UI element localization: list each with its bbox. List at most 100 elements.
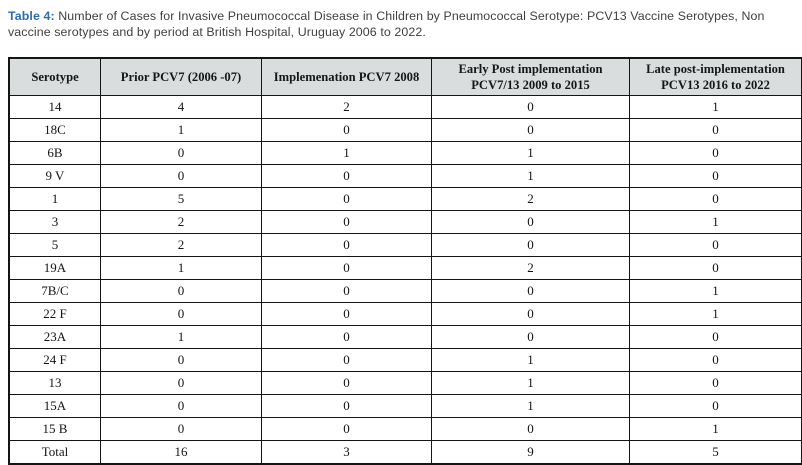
serotype-cell: Total xyxy=(9,441,101,465)
count-cell: 0 xyxy=(262,303,432,326)
count-cell: 1 xyxy=(630,96,802,119)
count-cell: 0 xyxy=(101,142,262,165)
count-cell: 1 xyxy=(101,257,262,280)
count-cell: 0 xyxy=(101,349,262,372)
count-cell: 2 xyxy=(432,257,630,280)
count-cell: 0 xyxy=(630,395,802,418)
count-cell: 0 xyxy=(432,234,630,257)
column-header-0: Serotype xyxy=(9,58,101,96)
count-cell: 1 xyxy=(432,349,630,372)
count-cell: 0 xyxy=(101,372,262,395)
count-cell: 1 xyxy=(630,418,802,441)
serotype-cell: 22 F xyxy=(9,303,101,326)
count-cell: 1 xyxy=(432,395,630,418)
serotype-cell: 19A xyxy=(9,257,101,280)
count-cell: 0 xyxy=(630,165,802,188)
count-cell: 0 xyxy=(262,257,432,280)
count-cell: 0 xyxy=(262,188,432,211)
count-cell: 0 xyxy=(101,395,262,418)
count-cell: 16 xyxy=(101,441,262,465)
serotype-cell: 14 xyxy=(9,96,101,119)
count-cell: 0 xyxy=(432,96,630,119)
table-caption-text: Number of Cases for Invasive Pneumococca… xyxy=(8,9,765,39)
count-cell: 4 xyxy=(101,96,262,119)
count-cell: 1 xyxy=(630,211,802,234)
count-cell: 0 xyxy=(101,418,262,441)
count-cell: 0 xyxy=(630,119,802,142)
serotype-cell: 7B/C xyxy=(9,280,101,303)
count-cell: 2 xyxy=(432,188,630,211)
serotype-cell: 18C xyxy=(9,119,101,142)
serotype-cell: 23A xyxy=(9,326,101,349)
column-header-2: Implemenation PCV7 2008 xyxy=(262,58,432,96)
count-cell: 0 xyxy=(630,326,802,349)
serotype-cell: 3 xyxy=(9,211,101,234)
serotype-cell: 15A xyxy=(9,395,101,418)
column-header-3: Early Post implementation PCV7/13 2009 t… xyxy=(432,58,630,96)
column-header-4: Late post-implementation PCV13 2016 to 2… xyxy=(630,58,802,96)
serotype-cell: 9 V xyxy=(9,165,101,188)
count-cell: 1 xyxy=(432,142,630,165)
count-cell: 0 xyxy=(630,188,802,211)
count-cell: 0 xyxy=(630,142,802,165)
count-cell: 3 xyxy=(262,441,432,465)
count-cell: 0 xyxy=(262,211,432,234)
count-cell: 0 xyxy=(432,418,630,441)
serotype-cell: 15 B xyxy=(9,418,101,441)
count-cell: 0 xyxy=(101,165,262,188)
count-cell: 1 xyxy=(630,280,802,303)
column-header-1: Prior PCV7 (2006 -07) xyxy=(101,58,262,96)
count-cell: 0 xyxy=(262,372,432,395)
count-cell: 0 xyxy=(432,119,630,142)
count-cell: 1 xyxy=(262,142,432,165)
count-cell: 5 xyxy=(630,441,802,465)
serotype-cell: 6B xyxy=(9,142,101,165)
count-cell: 0 xyxy=(432,326,630,349)
serotype-cell: 1 xyxy=(9,188,101,211)
count-cell: 0 xyxy=(432,280,630,303)
count-cell: 0 xyxy=(630,234,802,257)
count-cell: 5 xyxy=(101,188,262,211)
count-cell: 0 xyxy=(262,234,432,257)
count-cell: 0 xyxy=(262,280,432,303)
count-cell: 0 xyxy=(432,211,630,234)
count-cell: 0 xyxy=(262,418,432,441)
count-cell: 1 xyxy=(432,372,630,395)
count-cell: 0 xyxy=(101,303,262,326)
count-cell: 0 xyxy=(262,326,432,349)
serotype-cell: 13 xyxy=(9,372,101,395)
count-cell: 0 xyxy=(630,349,802,372)
table-caption: Table 4: Number of Cases for Invasive Pn… xyxy=(0,0,802,40)
count-cell: 0 xyxy=(262,395,432,418)
serotype-cell: 5 xyxy=(9,234,101,257)
count-cell: 2 xyxy=(101,234,262,257)
count-cell: 0 xyxy=(262,119,432,142)
count-cell: 9 xyxy=(432,441,630,465)
count-cell: 2 xyxy=(262,96,432,119)
count-cell: 1 xyxy=(630,303,802,326)
serotype-cell: 24 F xyxy=(9,349,101,372)
count-cell: 0 xyxy=(101,280,262,303)
count-cell: 1 xyxy=(101,119,262,142)
count-cell: 1 xyxy=(432,165,630,188)
